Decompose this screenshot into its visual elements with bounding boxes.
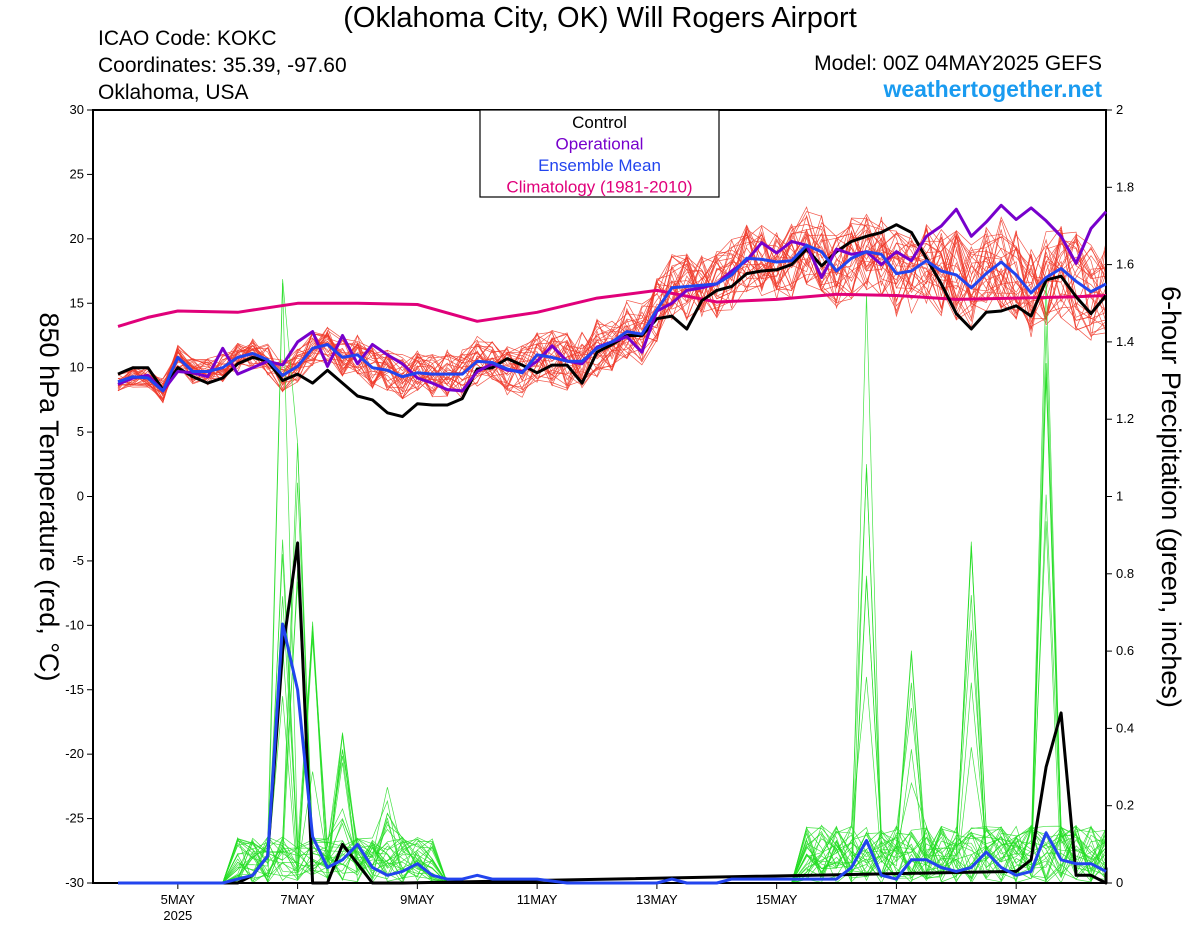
x-tick-label: 7MAY [280,892,315,907]
y-right-tick-label: 1.8 [1116,179,1134,194]
chart-axes: -30-25-20-15-10-505101520253000.20.40.60… [34,102,1186,923]
y-left-tick-label: -10 [65,617,84,632]
legend-entry: Control [572,113,627,132]
temp-member-line [117,225,1107,392]
temp-member-line [117,225,1107,400]
y-left-tick-label: 10 [70,360,84,375]
region: Oklahoma, USA [98,81,249,104]
legend: Control Operational Ensemble Mean Climatolo… [479,109,720,198]
y-left-tick-label: 15 [70,295,84,310]
y-left-tick-label: -30 [65,875,84,890]
temp-member-line [117,231,1107,404]
x-tick-label: 9MAY [400,892,435,907]
y-right-tick-label: 1.2 [1116,411,1134,426]
x-tick-label: 15MAY [756,892,798,907]
y-left-tick-label: 0 [77,489,84,504]
y-right-axis-label: 6-hour Precipitation (green, inches) [1156,286,1186,708]
legend-entry: Operational [556,135,644,154]
model-run: Model: 00Z 04MAY2025 GEFS [814,52,1102,75]
temp-member-line [117,224,1107,392]
y-left-tick-label: -5 [72,553,84,568]
y-right-tick-label: 0.8 [1116,566,1134,581]
temp-member-line [117,211,1107,386]
y-right-tick-label: 0.6 [1116,643,1134,658]
temp-member-line [117,223,1107,400]
y-left-axis-label: 850 hPa Temperature (red, °C) [34,313,64,682]
y-right-tick-label: 1 [1116,489,1123,504]
y-right-tick-label: 0.4 [1116,720,1134,735]
precip-ensemble-mean-line [118,622,1107,885]
x-tick-sublabel: 2025 [163,908,192,923]
precip-member-line [118,579,1107,884]
y-left-tick-label: -25 [65,811,84,826]
y-left-tick-label: -15 [65,682,84,697]
coordinates: Coordinates: 35.39, -97.60 [98,54,347,77]
temp-member-line [117,225,1107,394]
x-tick-label: 19MAY [995,892,1037,907]
temp-control-line [117,223,1108,419]
x-tick-label: 11MAY [517,892,558,907]
temp-member-line [117,218,1107,390]
temp-ensemble-mean-line [117,243,1107,393]
y-left-tick-label: -20 [65,746,84,761]
temp-member-line [117,214,1107,401]
y-right-tick-label: 0.2 [1116,798,1134,813]
temp-member-line [117,216,1107,394]
y-right-tick-label: 2 [1116,102,1123,117]
temp-member-line [117,216,1107,395]
y-left-tick-label: 5 [77,424,84,439]
legend-entry: Climatology (1981-2010) [506,178,692,197]
y-right-tick-label: 1.6 [1116,257,1134,272]
precip-member-line [118,293,1107,884]
y-right-tick-label: 1.4 [1116,334,1134,349]
legend-entry: Ensemble Mean [538,156,661,175]
climatology-line [117,288,1107,328]
site-link[interactable]: weathertogether.net [883,76,1102,102]
plot-frame [92,109,1107,884]
chart-series [117,203,1108,885]
x-tick-label: 5MAY [161,892,196,907]
y-left-tick-label: 20 [70,231,84,246]
icao-code: ICAO Code: KOKC [98,27,277,50]
y-right-tick-label: 0 [1116,875,1123,890]
chart-title: (Oklahoma City, OK) Will Rogers Airport [343,2,857,34]
legend-box [479,109,720,198]
y-left-tick-label: 30 [70,102,84,117]
precip-member-line [118,283,1107,884]
y-left-tick-label: 25 [70,166,84,181]
x-tick-label: 17MAY [876,892,918,907]
x-tick-label: 13MAY [636,892,678,907]
